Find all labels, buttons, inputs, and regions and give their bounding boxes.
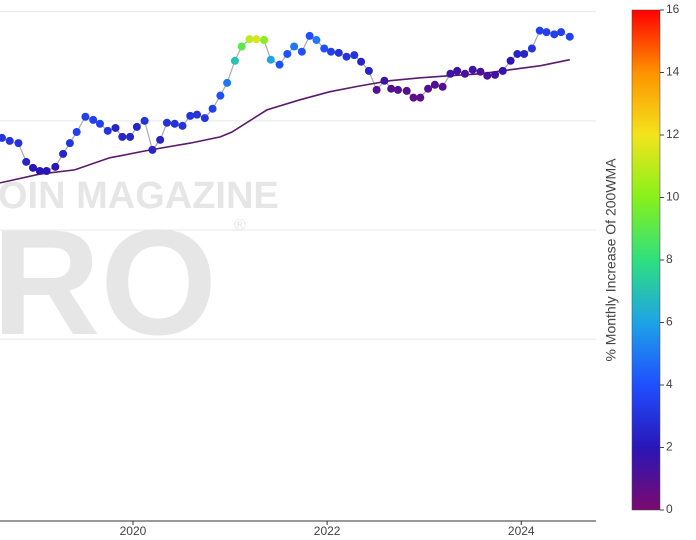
point — [393, 85, 402, 94]
x-tick-label: 2024 — [508, 524, 535, 538]
point — [350, 51, 359, 60]
point — [542, 28, 551, 37]
point — [266, 55, 275, 64]
point — [364, 66, 373, 75]
point — [357, 57, 366, 66]
colorbar-tick-label: 4 — [666, 377, 673, 391]
point — [342, 52, 351, 61]
point — [81, 112, 90, 121]
point — [148, 145, 157, 154]
point — [476, 67, 485, 76]
x-tick-label: 2020 — [120, 524, 147, 538]
colorbar-tick-label: 10 — [666, 190, 680, 204]
point — [483, 71, 492, 80]
point — [320, 44, 329, 53]
point — [89, 115, 98, 124]
point — [297, 47, 306, 56]
point — [111, 123, 120, 132]
point — [216, 91, 225, 100]
point — [252, 35, 261, 44]
point — [491, 70, 500, 79]
point — [334, 48, 343, 57]
point — [498, 66, 507, 75]
point — [260, 36, 269, 45]
point — [460, 69, 469, 78]
point — [535, 26, 544, 35]
colorbar-tick-label: 16 — [666, 2, 680, 16]
point — [29, 163, 38, 172]
point — [95, 119, 104, 128]
point — [22, 157, 31, 166]
colorbar-tick-label: 12 — [666, 127, 680, 141]
point — [372, 85, 381, 94]
point — [162, 118, 171, 127]
point — [103, 126, 112, 135]
point — [290, 42, 299, 51]
point — [468, 65, 477, 74]
point — [446, 69, 455, 78]
colorbar-title: % Monthly Increase Of 200WMA — [603, 158, 619, 362]
point — [416, 93, 425, 102]
x-tick-label: 2022 — [314, 524, 341, 538]
point — [193, 110, 202, 119]
watermark-text: RO — [0, 198, 217, 366]
point — [186, 111, 195, 120]
colorbar-tick-label: 2 — [666, 440, 673, 454]
point — [170, 119, 179, 128]
point — [402, 86, 411, 95]
point — [72, 128, 81, 137]
point — [438, 82, 447, 91]
point — [65, 139, 74, 148]
point — [430, 80, 439, 89]
point — [387, 84, 396, 93]
point — [527, 44, 536, 53]
point — [283, 49, 292, 58]
colorbar-tick-label: 8 — [666, 252, 673, 266]
point — [208, 104, 217, 113]
point — [140, 116, 149, 125]
point — [305, 31, 314, 40]
point — [557, 28, 566, 37]
colorbar-tick-label: 6 — [666, 315, 673, 329]
point — [565, 32, 574, 41]
point — [200, 114, 209, 123]
point — [132, 122, 141, 131]
point — [178, 121, 187, 130]
point — [237, 42, 246, 51]
point — [156, 135, 165, 144]
point — [35, 166, 44, 175]
point — [550, 30, 559, 39]
point — [424, 84, 433, 93]
watermark-text: ® — [234, 217, 246, 234]
point — [506, 56, 515, 65]
point — [5, 136, 14, 145]
point — [245, 35, 254, 44]
colorbar-tick-label: 14 — [666, 65, 680, 79]
colorbar — [631, 9, 661, 511]
point — [327, 47, 336, 56]
point — [14, 139, 23, 148]
point — [275, 60, 284, 69]
point — [453, 66, 462, 75]
point — [51, 162, 60, 171]
point — [59, 149, 68, 158]
watermark-text: OIN MAGAZINE — [0, 175, 279, 217]
point — [230, 56, 239, 65]
colorbar-tick-label: 0 — [666, 502, 673, 516]
point — [0, 133, 6, 142]
point — [223, 78, 232, 87]
point — [118, 132, 127, 141]
point — [513, 49, 522, 58]
point — [380, 76, 389, 85]
point — [520, 49, 529, 58]
point — [126, 132, 135, 141]
watermark: OIN MAGAZINE RO ® — [0, 175, 279, 366]
point — [409, 93, 418, 102]
point — [312, 36, 321, 45]
point — [42, 166, 51, 175]
